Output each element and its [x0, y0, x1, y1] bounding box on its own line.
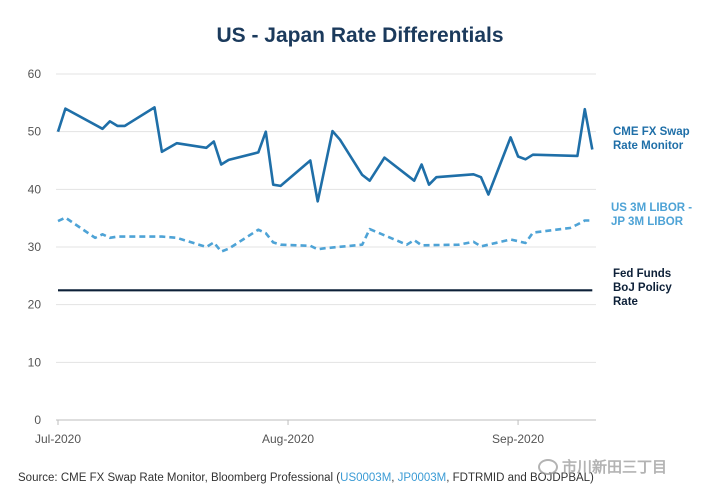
x-tick-label: Jul-2020: [35, 432, 81, 446]
grid-lines: [56, 73, 596, 421]
legend-line: US 3M LIBOR -: [611, 202, 693, 214]
chart-title: US - Japan Rate Differentials: [216, 24, 504, 47]
legend-line: CME FX Swap: [613, 126, 690, 138]
legend-line: JP 3M LIBOR: [611, 216, 683, 228]
y-tick-label: 60: [28, 67, 42, 81]
series-line-cme-fx-swap-rate-monitor: [56, 106, 594, 203]
source-note: Source: CME FX Swap Rate Monitor, Bloomb…: [18, 472, 594, 484]
x-tick-labels: Jul-2020 Aug-2020 Sep-2020: [35, 420, 544, 446]
y-tick-label: 40: [28, 182, 42, 196]
source-suffix: , FDTRMID and BOJDPBAL): [446, 472, 594, 484]
legend-libor: US 3M LIBOR - JP 3M LIBOR: [611, 201, 716, 229]
y-tick-label: 10: [28, 355, 42, 369]
legend-line: Rate Monitor: [613, 140, 684, 152]
legend-line: Fed Funds: [613, 268, 672, 280]
wechat-icon: [538, 458, 558, 475]
legend-line: BoJ Policy: [613, 282, 672, 294]
x-tick-label: Aug-2020: [262, 432, 314, 446]
y-tick-label: 20: [28, 298, 42, 312]
watermark-text: 市川新田三丁目: [562, 459, 668, 476]
legend-fed-funds: Fed Funds BoJ Policy Rate: [613, 267, 713, 309]
legend-line: Rate: [613, 296, 638, 308]
x-tick-label: Sep-2020: [492, 432, 544, 446]
source-separator: ,: [391, 472, 398, 484]
source-link-jp0003m[interactable]: JP0003M: [397, 472, 447, 484]
series-lines: [56, 106, 594, 292]
y-tick-label: 0: [34, 413, 41, 427]
source-prefix: Source: CME FX Swap Rate Monitor, Bloomb…: [18, 472, 341, 484]
watermark: 市川新田三丁目: [538, 456, 667, 477]
y-tick-label: 50: [28, 125, 42, 139]
y-tick-labels: 0 10 20 30 40 50 60: [28, 67, 42, 427]
y-tick-label: 30: [28, 240, 42, 254]
source-link-us0003m[interactable]: US0003M: [340, 472, 392, 484]
legend-cme-fx-swap: CME FX Swap Rate Monitor: [613, 125, 713, 153]
